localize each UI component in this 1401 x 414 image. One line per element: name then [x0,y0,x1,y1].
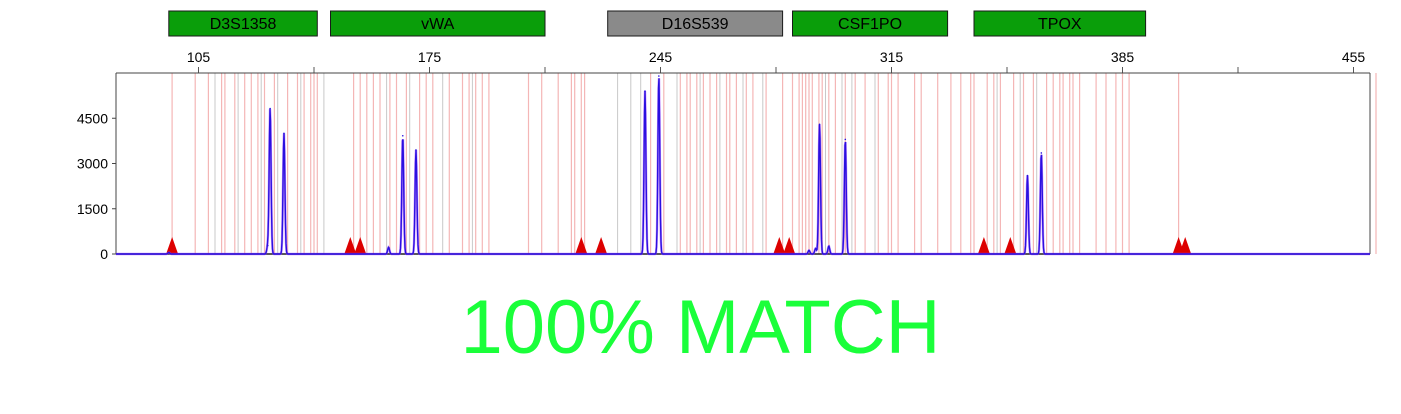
y-tick-label: 3000 [77,156,108,172]
peak-point [814,247,817,250]
peak-point [808,249,810,252]
x-tick-label: 455 [1342,49,1366,65]
peak-point [387,246,390,249]
locus-label: TPOX [1038,16,1082,33]
peak-point [658,75,660,77]
trace-line [116,78,1370,255]
locus-label: vWA [421,16,455,33]
size-marker [1004,237,1017,254]
allele-bin-lines [171,73,1377,254]
x-tick-label: 175 [418,49,442,65]
peak-point [415,149,417,151]
peak-point [269,107,271,110]
x-axis: 105 175 245 315 385 455 [187,49,1366,73]
locus-bar [607,10,784,37]
x-tick-label: 105 [187,49,211,65]
size-standard-markers [166,237,1192,254]
size-marker [354,237,367,254]
y-tick-label: 0 [100,246,108,262]
dna-trace [116,75,1370,256]
peak-point [828,245,830,247]
peak-point [283,132,285,135]
peak-point [644,90,646,92]
locus-bar [330,10,546,37]
locus-label: D16S539 [662,16,729,33]
size-marker [773,237,786,254]
locus-bar [168,10,318,37]
size-marker [344,237,357,254]
peak-point [168,251,170,254]
match-result-text: 100% MATCH [460,285,941,370]
x-tick-label: 385 [1111,49,1135,65]
peak-point [1040,152,1043,154]
peak-point [1026,174,1029,177]
x-tick-label: 245 [649,49,673,65]
peak-point [401,134,404,137]
locus-bar [973,10,1147,37]
size-marker [977,237,990,254]
x-tick-label: 315 [880,49,904,65]
y-tick-label: 1500 [77,201,108,217]
peak-point [844,138,847,141]
peak-point [267,244,269,247]
y-axis: 0 1500 3000 4500 [77,110,116,262]
size-marker [166,237,179,254]
peak-point [818,123,821,126]
size-marker [595,237,608,254]
size-marker [575,237,588,254]
locus-bar [792,10,949,37]
locus-bar-group: D3S1358 vWA D16S539 CSF1PO TPOX [168,10,1147,37]
size-marker [783,237,796,254]
size-marker [1179,237,1192,254]
locus-label: CSF1PO [838,16,902,33]
y-tick-label: 4500 [77,110,108,126]
locus-label: D3S1358 [210,16,277,33]
